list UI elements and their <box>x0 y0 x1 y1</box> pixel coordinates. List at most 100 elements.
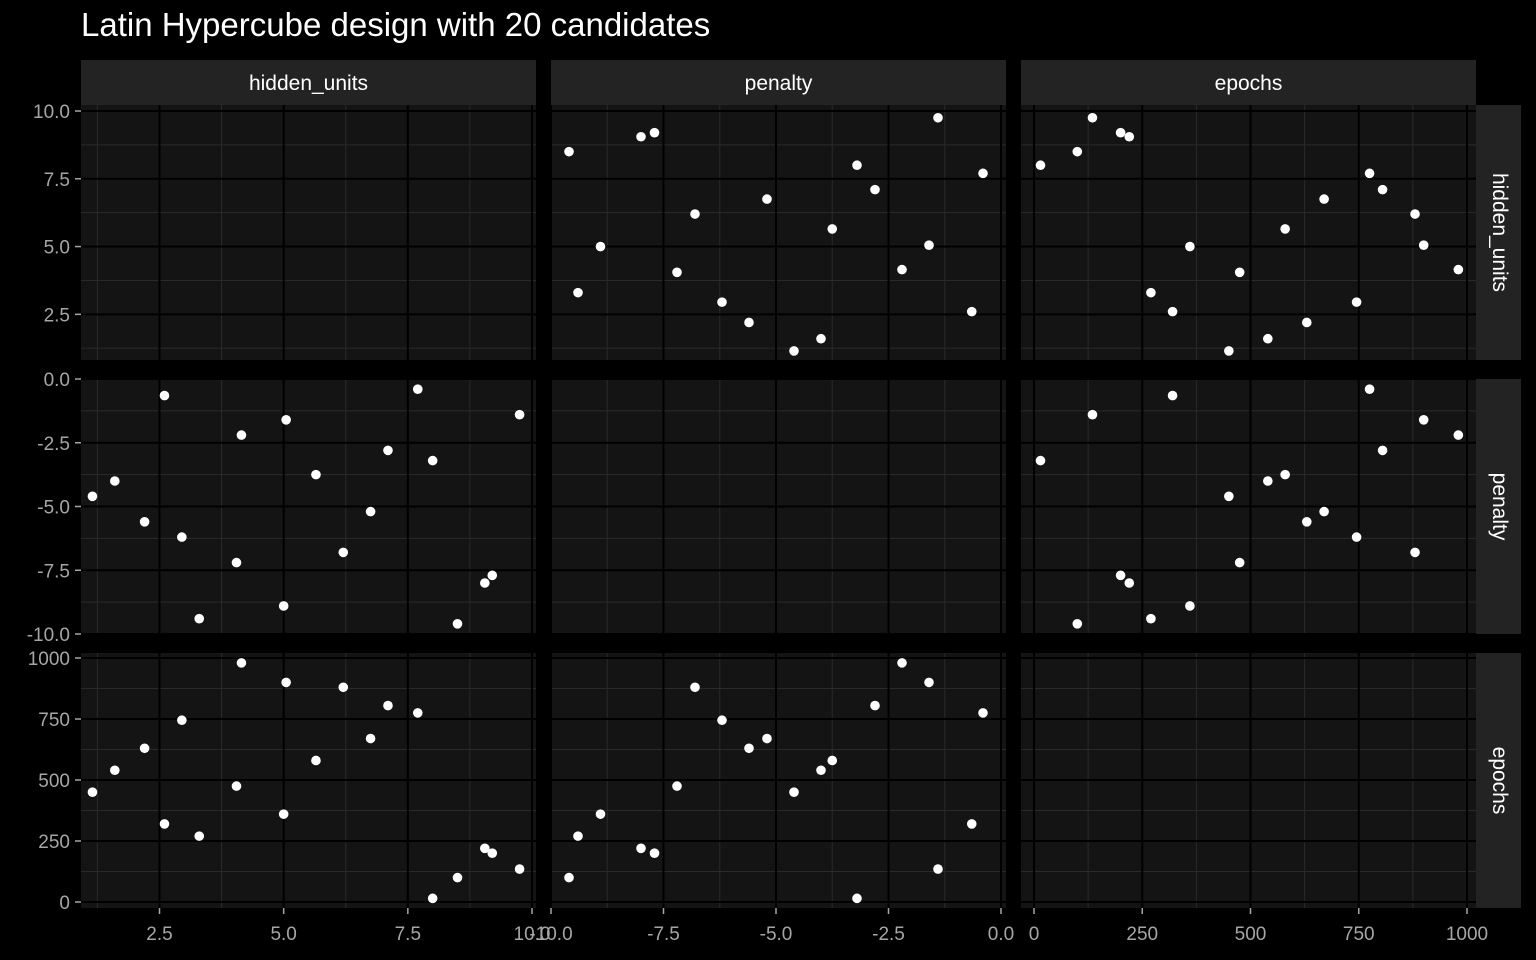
data-point <box>744 317 754 328</box>
data-point <box>1319 506 1329 517</box>
data-point <box>1072 146 1083 157</box>
data-point <box>87 491 98 502</box>
data-point <box>933 864 943 874</box>
data-point <box>762 733 772 744</box>
data-point <box>338 682 349 693</box>
data-point <box>933 112 943 123</box>
data-point <box>110 765 120 776</box>
data-point <box>1035 160 1046 171</box>
data-point <box>311 469 321 480</box>
data-point <box>1351 532 1362 542</box>
panel-epochs-vs-epochs <box>1021 653 1476 908</box>
data-point <box>311 755 321 766</box>
data-point <box>1224 346 1234 356</box>
data-point <box>452 619 463 629</box>
x-tick-label-epochs: 0 <box>1029 924 1040 945</box>
panel-penalty-vs-hidden_units <box>81 378 536 635</box>
panel-epochs-vs-penalty <box>550 653 1006 908</box>
data-point <box>452 872 463 883</box>
data-point <box>427 455 438 466</box>
data-point <box>827 755 838 766</box>
y-tick-label-penalty: -2.5 <box>37 434 70 455</box>
strip-right-label-penalty: penalty <box>1488 473 1511 541</box>
data-point <box>1377 445 1388 456</box>
x-tick-label-penalty: 0.0 <box>988 924 1014 945</box>
panel-penalty-vs-epochs <box>1021 378 1476 635</box>
data-point <box>365 733 376 744</box>
data-point <box>762 194 772 204</box>
panel-hidden_units-vs-penalty <box>550 105 1006 360</box>
panel-background <box>81 105 536 360</box>
data-point <box>427 893 438 904</box>
data-point <box>649 127 660 138</box>
data-point <box>1146 613 1156 624</box>
data-point <box>1234 267 1245 278</box>
data-point <box>1087 112 1098 123</box>
data-point <box>1453 430 1464 440</box>
data-point <box>1234 557 1245 568</box>
data-point <box>1263 333 1273 344</box>
x-tick-label-penalty: -2.5 <box>872 924 905 945</box>
data-point <box>1115 570 1126 581</box>
strip-top-label-epochs: epochs <box>1215 72 1283 95</box>
data-point <box>852 160 862 171</box>
data-point <box>966 306 977 317</box>
data-point <box>1087 409 1098 420</box>
data-point <box>1351 297 1362 307</box>
x-tick-label-hidden_units: 2.5 <box>146 924 172 945</box>
x-tick-label-hidden_units: 7.5 <box>395 924 421 945</box>
data-point <box>1146 287 1156 298</box>
y-tick-label-penalty: -7.5 <box>37 561 70 582</box>
data-point <box>564 872 574 883</box>
y-tick-label-penalty: 0.0 <box>44 370 70 391</box>
data-point <box>1167 390 1178 401</box>
strip-right-penalty <box>1476 379 1521 634</box>
data-point <box>383 445 393 456</box>
panel-penalty-vs-penalty <box>550 378 1006 635</box>
data-point <box>194 831 205 841</box>
strip-top-penalty <box>551 60 1006 105</box>
data-point <box>1418 415 1429 425</box>
data-point <box>924 240 934 250</box>
data-point <box>177 532 187 542</box>
data-point <box>1124 131 1135 142</box>
data-point <box>789 787 799 797</box>
x-tick-label-penalty: -7.5 <box>647 924 680 945</box>
data-point <box>717 297 727 307</box>
data-point <box>816 765 826 776</box>
data-point <box>789 346 799 356</box>
data-point <box>897 264 907 275</box>
chart-title: Latin Hypercube design with 20 candidate… <box>81 6 711 43</box>
data-point <box>278 601 289 611</box>
data-point <box>365 506 376 517</box>
data-point <box>1410 547 1420 558</box>
data-point <box>672 781 682 791</box>
data-point <box>924 677 934 688</box>
data-point <box>564 146 574 157</box>
data-point <box>573 831 583 841</box>
data-point <box>1035 455 1046 466</box>
x-tick-label-penalty: -5.0 <box>760 924 793 945</box>
data-point <box>281 415 291 425</box>
data-point <box>480 843 490 854</box>
data-point <box>1377 184 1388 195</box>
data-point <box>1115 127 1126 138</box>
data-point <box>1280 469 1290 480</box>
data-point <box>1263 476 1273 486</box>
data-point <box>1185 601 1195 611</box>
panel-hidden_units-vs-epochs <box>1021 105 1476 360</box>
data-point <box>573 287 583 298</box>
panel-epochs-vs-hidden_units <box>81 653 536 908</box>
panel-hidden_units-vs-hidden_units <box>81 105 536 360</box>
data-point <box>1364 168 1375 179</box>
panel-background <box>551 105 1006 360</box>
data-point <box>278 809 289 819</box>
y-tick-label-hidden_units: 2.5 <box>44 305 70 326</box>
data-point <box>412 384 423 395</box>
data-point <box>177 715 187 726</box>
data-point <box>672 267 682 278</box>
x-tick-label-epochs: 1000 <box>1446 924 1488 945</box>
data-point <box>1319 194 1329 204</box>
data-point <box>1453 264 1464 275</box>
